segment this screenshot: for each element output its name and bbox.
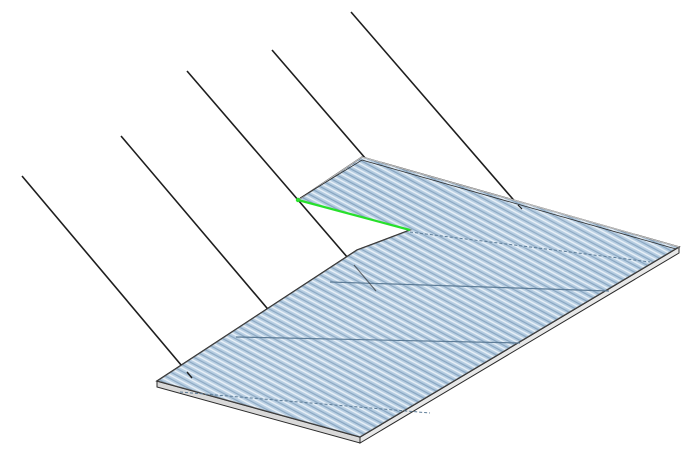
support-line-3[interactable] <box>186 70 355 266</box>
support-line-8[interactable] <box>517 204 523 210</box>
support-line-7[interactable] <box>353 264 377 292</box>
support-line-5[interactable] <box>350 11 519 206</box>
panel-rim-back <box>297 156 680 248</box>
support-line-2[interactable] <box>120 135 273 315</box>
support-line-1[interactable] <box>21 175 188 373</box>
support-line-6[interactable] <box>186 371 193 379</box>
panel-seam-2 <box>235 336 521 344</box>
solar-panel-assembly[interactable] <box>155 156 681 438</box>
selected-edge-highlight[interactable] <box>297 198 411 232</box>
panel-sheen <box>157 157 679 437</box>
selected-edge-endpoint[interactable] <box>295 197 301 203</box>
support-lines <box>21 11 519 373</box>
support-line-4[interactable] <box>271 49 373 167</box>
panel-seam-1 <box>329 281 610 292</box>
panel-rim-back-outline <box>299 159 677 250</box>
panel-seam-3 <box>179 391 431 414</box>
support-lines-front <box>186 204 523 379</box>
panel-seam-4 <box>409 231 651 263</box>
